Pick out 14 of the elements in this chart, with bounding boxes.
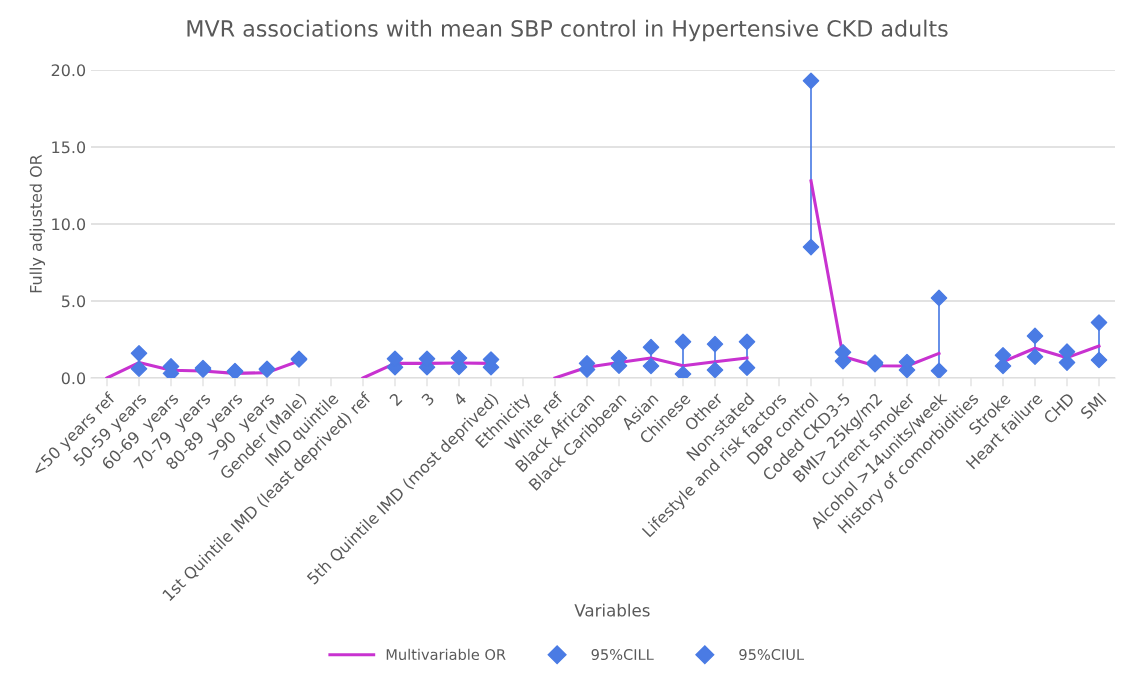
x-tick-label: 3 — [420, 392, 435, 407]
x-axis-title: Variables — [574, 603, 650, 617]
y-tick-label: 10.0 — [52, 218, 86, 231]
chart-title: MVR associations with mean SBP control in Hypertensive CKD adults — [187, 19, 948, 42]
legend-label: Multivariable OR — [386, 648, 506, 661]
y-tick-label: 0.0 — [61, 372, 86, 385]
x-tick-label: 2 — [388, 392, 403, 407]
x-tick-label: SMI — [1079, 392, 1107, 420]
y-axis-title: Fully adjusted OR — [29, 154, 46, 293]
y-tick-label: 20.0 — [51, 64, 86, 77]
y-tick-label: 5.0 — [61, 295, 86, 308]
legend-label: 95%CIUL — [739, 649, 804, 661]
legend-label: 95%CILL — [591, 649, 654, 661]
y-tick-label: 15.0 — [52, 141, 86, 154]
